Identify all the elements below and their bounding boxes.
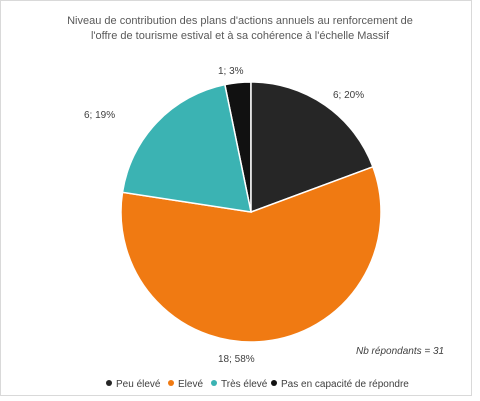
slice-label-tres-eleve: 6; 19% bbox=[84, 110, 115, 121]
slice-label-peu-eleve: 6; 20% bbox=[333, 90, 364, 101]
legend-item-peu-eleve: Peu élevé bbox=[106, 379, 161, 390]
legend-item-pas-en-capacite: Pas en capacité de répondre bbox=[271, 379, 409, 390]
slice-label-eleve: 18; 58% bbox=[218, 354, 255, 365]
legend-label-pas-en-capacite: Pas en capacité de répondre bbox=[281, 379, 409, 390]
pie-slice-tres-eleve bbox=[121, 83, 252, 213]
legend: Peu élevé Elevé Très élevé Pas en capaci… bbox=[106, 379, 409, 390]
pie-slices bbox=[120, 81, 382, 343]
legend-swatch-tres-eleve bbox=[211, 380, 217, 386]
legend-item-tres-eleve: Très élevé bbox=[211, 379, 268, 390]
legend-label-eleve: Elevé bbox=[178, 379, 203, 390]
legend-swatch-peu-eleve bbox=[106, 380, 112, 386]
chart-title-line-2: l'offre de tourisme estival et à sa cohé… bbox=[91, 30, 390, 42]
legend-swatch-eleve bbox=[168, 380, 174, 386]
slice-label-pas-en-capacite: 1; 3% bbox=[218, 66, 244, 77]
legend-item-eleve: Elevé bbox=[168, 379, 203, 390]
pie-slice-eleve bbox=[120, 165, 382, 343]
legend-label-tres-eleve: Très élevé bbox=[221, 379, 268, 390]
legend-label-peu-eleve: Peu élevé bbox=[116, 379, 161, 390]
chart-title-line-1: Niveau de contribution des plans d'actio… bbox=[67, 15, 413, 27]
respondents-note: Nb répondants = 31 bbox=[356, 346, 444, 357]
pie-slice-peu-eleve bbox=[250, 81, 374, 214]
legend-swatch-pas-en-capacite bbox=[271, 380, 277, 386]
